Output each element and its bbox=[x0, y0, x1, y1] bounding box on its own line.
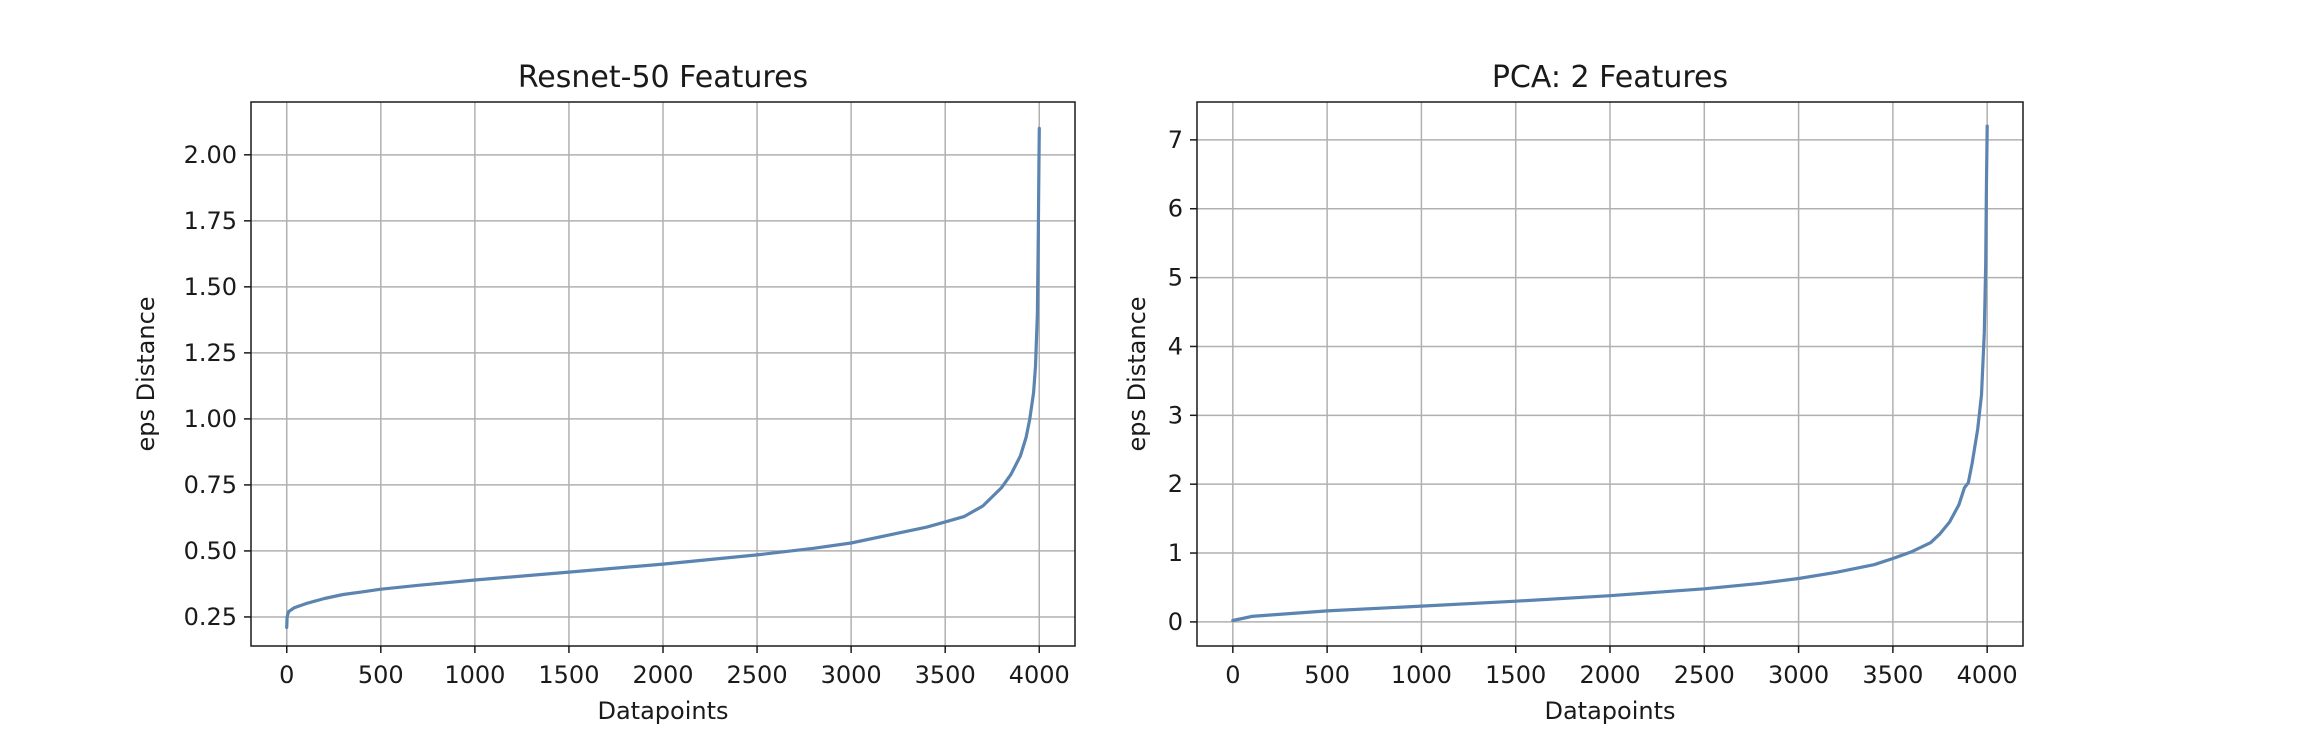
y-tick-label: 6 bbox=[1168, 195, 1183, 223]
y-tick-label: 2.00 bbox=[184, 141, 237, 169]
y-tick-label: 3 bbox=[1168, 401, 1183, 429]
y-tick-label: 0 bbox=[1168, 608, 1183, 636]
y-tick-label: 2 bbox=[1168, 470, 1183, 498]
tick-labels: 0 500 1000 1500 2000 2500 3000 3500 4000 0 1 2 3 4 5 6 7 bbox=[1168, 126, 2018, 689]
chart-title: PCA: 2 Features bbox=[1492, 60, 1728, 95]
y-tick-label: 1.50 bbox=[184, 273, 237, 301]
plot-lines bbox=[1231, 124, 1989, 623]
x-tick-label: 3000 bbox=[1768, 661, 1829, 689]
y-axis-label: eps Distance bbox=[1123, 296, 1151, 451]
x-tick-label: 500 bbox=[358, 661, 404, 689]
y-tick-label: 0.50 bbox=[184, 537, 237, 565]
x-tick-label: 2500 bbox=[1674, 661, 1735, 689]
x-tick-label: 2500 bbox=[727, 661, 788, 689]
tick-marks bbox=[1190, 139, 1988, 653]
y-tick-label: 0.75 bbox=[184, 471, 237, 499]
y-tick-label: 4 bbox=[1168, 332, 1183, 360]
x-tick-label: 3000 bbox=[821, 661, 882, 689]
tick-marks bbox=[244, 154, 1041, 653]
series-line bbox=[1231, 124, 1989, 623]
x-tick-label: 0 bbox=[279, 661, 294, 689]
x-tick-label: 1500 bbox=[1485, 661, 1546, 689]
x-tick-label: 2000 bbox=[1579, 661, 1640, 689]
x-axis-label: Datapoints bbox=[597, 697, 728, 725]
y-tick-label: 1 bbox=[1168, 539, 1183, 567]
x-tick-label: 4000 bbox=[1009, 661, 1070, 689]
x-tick-label: 1000 bbox=[1391, 661, 1452, 689]
x-tick-label: 2000 bbox=[632, 661, 693, 689]
axes-frame bbox=[1196, 101, 2024, 647]
x-tick-label: 1500 bbox=[538, 661, 599, 689]
subplot-resnet-50: 0 500 1000 1500 2000 2500 3000 3500 4000 0.25 0.50… bbox=[132, 60, 1076, 725]
series-line bbox=[285, 126, 1041, 630]
x-tick-label: 3500 bbox=[915, 661, 976, 689]
x-tick-label: 0 bbox=[1225, 661, 1240, 689]
axes-frame bbox=[250, 101, 1076, 647]
y-axis-label: eps Distance bbox=[132, 296, 160, 451]
chart-title: Resnet-50 Features bbox=[518, 60, 808, 95]
y-tick-label: 0.25 bbox=[184, 603, 237, 631]
x-tick-label: 3500 bbox=[1862, 661, 1923, 689]
y-tick-label: 1.25 bbox=[184, 339, 237, 367]
x-axis-label: Datapoints bbox=[1544, 697, 1675, 725]
y-tick-label: 1.00 bbox=[184, 405, 237, 433]
x-tick-label: 500 bbox=[1304, 661, 1350, 689]
tick-labels: 0 500 1000 1500 2000 2500 3000 3500 4000 0.25 0.50… bbox=[184, 141, 1070, 689]
y-tick-label: 7 bbox=[1168, 126, 1183, 154]
y-tick-label: 1.75 bbox=[184, 207, 237, 235]
x-tick-label: 1000 bbox=[444, 661, 505, 689]
y-tick-label: 5 bbox=[1168, 264, 1183, 292]
x-tick-label: 4000 bbox=[1957, 661, 2018, 689]
subplot-pca-2: 0 500 1000 1500 2000 2500 3000 3500 4000 0 1 2 3 4 5 6 7… bbox=[1123, 60, 2024, 725]
grid-lines bbox=[251, 102, 1075, 646]
plot-lines bbox=[285, 126, 1041, 630]
